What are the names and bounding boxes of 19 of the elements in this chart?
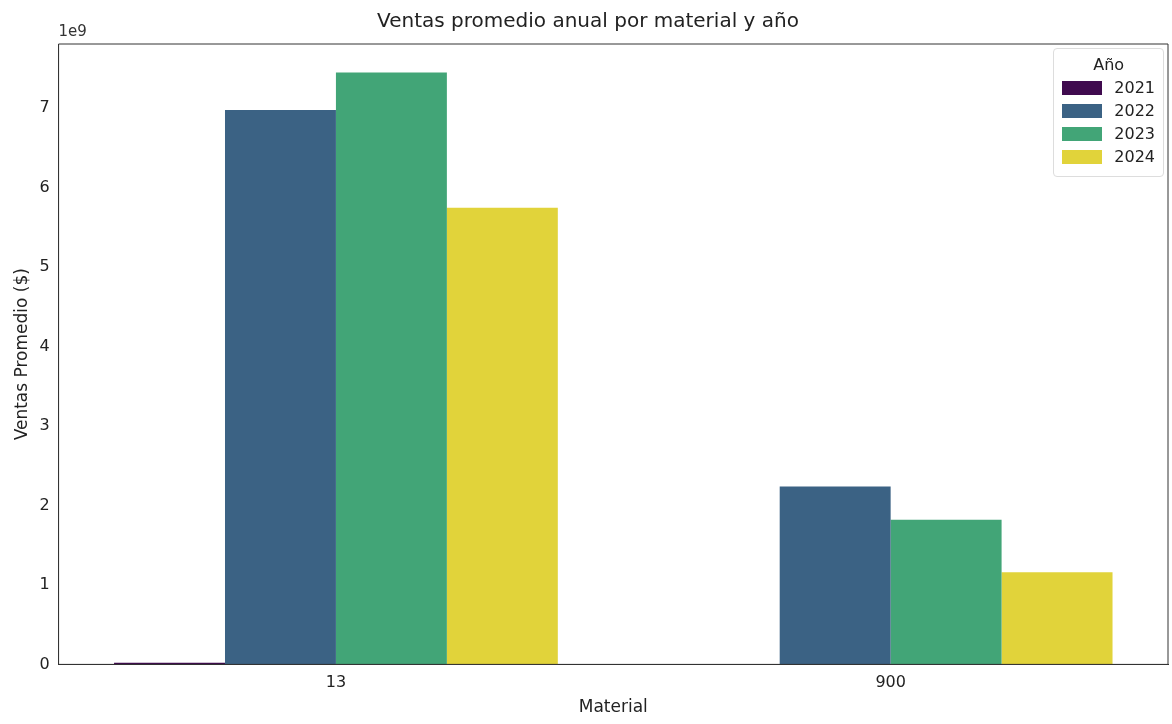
x-axis-title: Material [578, 696, 648, 717]
legend-label: 2024 [1114, 147, 1155, 166]
legend-title: Año [1092, 55, 1126, 74]
y-axis-title: Ventas Promedio ($) [10, 268, 31, 441]
x-tick-label: 900 [875, 672, 906, 692]
y-tick-label: 1 [39, 574, 50, 594]
y-tick-label: 5 [39, 256, 50, 276]
legend-label: 2022 [1114, 101, 1155, 120]
x-tick-label: 13 [325, 672, 347, 692]
legend-label: 2021 [1114, 78, 1155, 97]
y-tick-label: 3 [39, 415, 50, 435]
text: 1e9 [58, 22, 87, 41]
y-tick-label: 0 [39, 653, 50, 673]
legend-label: 2023 [1114, 124, 1155, 143]
y-tick-label: 6 [39, 176, 50, 196]
y-tick-label: 2 [39, 494, 50, 514]
y-tick-label: 4 [39, 335, 50, 355]
chart-title: Ventas promedio anual por material y año [377, 8, 799, 33]
y-tick-label: 7 [39, 97, 50, 117]
